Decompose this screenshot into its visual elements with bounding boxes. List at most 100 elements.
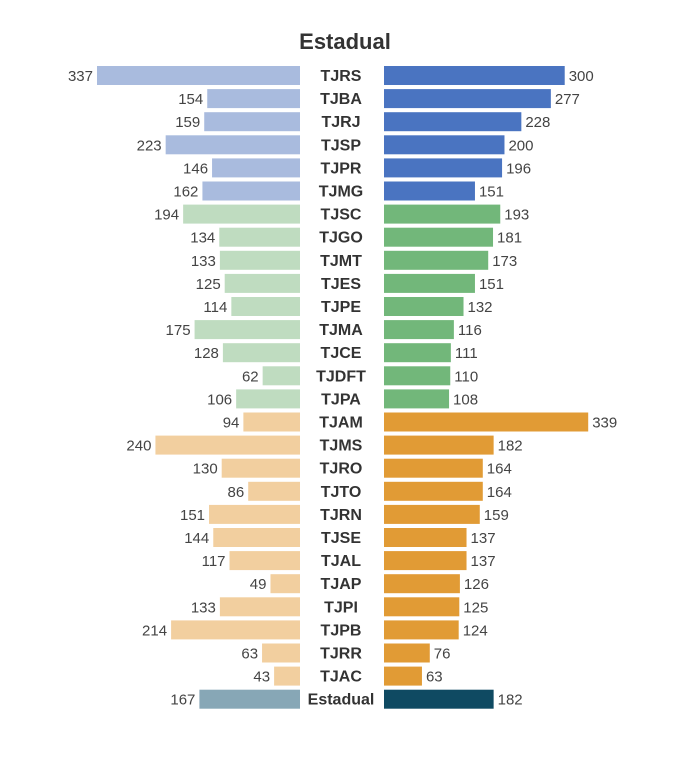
left-value-label: 154 — [178, 91, 203, 108]
right-value-label: 193 — [504, 207, 529, 224]
right-bar — [384, 458, 483, 478]
right-bar — [384, 112, 522, 132]
category-label: TJRO — [320, 461, 363, 478]
category-label: TJPB — [321, 622, 362, 639]
category-label: TJRS — [321, 68, 362, 85]
right-bar — [384, 412, 589, 432]
right-bar — [384, 620, 459, 640]
left-bar — [212, 158, 300, 178]
left-bar — [155, 435, 300, 455]
right-value-label: 110 — [454, 368, 478, 385]
left-bar — [243, 412, 300, 432]
right-bar — [384, 181, 475, 201]
left-bar — [229, 551, 300, 571]
category-label: TJRR — [320, 646, 362, 663]
right-bar — [384, 643, 430, 663]
right-bar — [384, 389, 450, 409]
right-value-label: 164 — [487, 461, 512, 478]
left-value-label: 167 — [170, 692, 195, 709]
left-value-label: 134 — [190, 230, 215, 247]
right-value-label: 159 — [484, 507, 509, 524]
right-value-label: 124 — [463, 622, 488, 639]
category-label: TJRJ — [321, 114, 360, 131]
right-value-label: 228 — [525, 114, 550, 131]
left-bar — [262, 643, 300, 663]
category-label: TJDFT — [316, 368, 366, 385]
right-value-label: 151 — [479, 184, 504, 201]
right-value-label: 63 — [426, 669, 443, 686]
left-bar — [236, 389, 300, 409]
right-value-label: 132 — [468, 299, 493, 316]
left-bar — [219, 227, 300, 247]
left-value-label: 49 — [250, 576, 267, 593]
right-value-label: 339 — [592, 415, 617, 432]
right-value-label: 164 — [487, 484, 512, 501]
left-value-label: 223 — [137, 137, 162, 154]
left-value-label: 94 — [223, 415, 240, 432]
left-bar — [97, 66, 300, 85]
left-bar — [222, 343, 300, 363]
left-bar — [165, 135, 300, 155]
left-bar — [183, 204, 300, 224]
right-bar — [384, 597, 460, 617]
left-bar — [213, 528, 300, 547]
right-value-label: 200 — [508, 137, 533, 154]
left-value-label: 162 — [173, 184, 198, 201]
left-value-label: 337 — [68, 68, 93, 85]
right-value-label: 277 — [555, 91, 580, 108]
right-bar — [384, 250, 489, 270]
right-bar — [384, 158, 503, 178]
right-bar — [384, 481, 483, 501]
right-value-label: 173 — [492, 253, 517, 270]
left-value-label: 133 — [191, 253, 216, 270]
left-bar — [248, 481, 300, 501]
left-bar — [274, 666, 300, 686]
right-bar — [384, 135, 505, 155]
left-value-label: 133 — [191, 599, 216, 616]
left-bar — [221, 458, 300, 478]
right-bar — [384, 551, 467, 571]
right-bar — [384, 66, 565, 85]
category-label: TJAC — [320, 669, 362, 686]
category-label: TJMA — [319, 322, 363, 339]
category-label: TJPE — [321, 299, 361, 316]
right-bar — [384, 273, 475, 293]
left-bar — [209, 504, 300, 524]
left-value-label: 86 — [228, 484, 245, 501]
category-label: TJMT — [320, 253, 362, 270]
left-value-label: 214 — [142, 622, 167, 639]
right-bar — [384, 204, 501, 224]
left-value-label: 151 — [180, 507, 205, 524]
left-value-label: 130 — [193, 461, 218, 478]
category-label: TJGO — [319, 230, 363, 247]
left-bar — [199, 689, 300, 709]
right-bar — [384, 89, 551, 109]
right-value-label: 137 — [471, 530, 496, 547]
chart-title: Estadual — [299, 29, 391, 54]
right-value-label: 111 — [455, 345, 478, 362]
right-value-label: 182 — [498, 438, 523, 455]
category-label: TJAM — [319, 415, 363, 432]
right-bar — [384, 343, 451, 363]
right-value-label: 126 — [464, 576, 489, 593]
right-value-label: 181 — [497, 230, 522, 247]
right-bar — [384, 528, 467, 547]
left-bar — [219, 597, 300, 617]
left-value-label: 62 — [242, 368, 259, 385]
category-label: TJSP — [321, 137, 361, 154]
category-label: TJMG — [319, 184, 363, 201]
right-value-label: 76 — [434, 646, 451, 663]
left-value-label: 175 — [166, 322, 191, 339]
left-value-label: 43 — [253, 669, 270, 686]
right-bar — [384, 689, 494, 709]
left-bar — [194, 320, 300, 340]
category-label: TJPI — [324, 599, 358, 616]
left-bar — [207, 89, 300, 109]
right-value-label: 182 — [498, 692, 523, 709]
left-value-label: 125 — [196, 276, 221, 293]
right-bar — [384, 320, 454, 340]
left-value-label: 117 — [202, 553, 226, 570]
left-value-label: 128 — [194, 345, 219, 362]
right-value-label: 125 — [463, 599, 488, 616]
left-value-label: 146 — [183, 160, 208, 177]
